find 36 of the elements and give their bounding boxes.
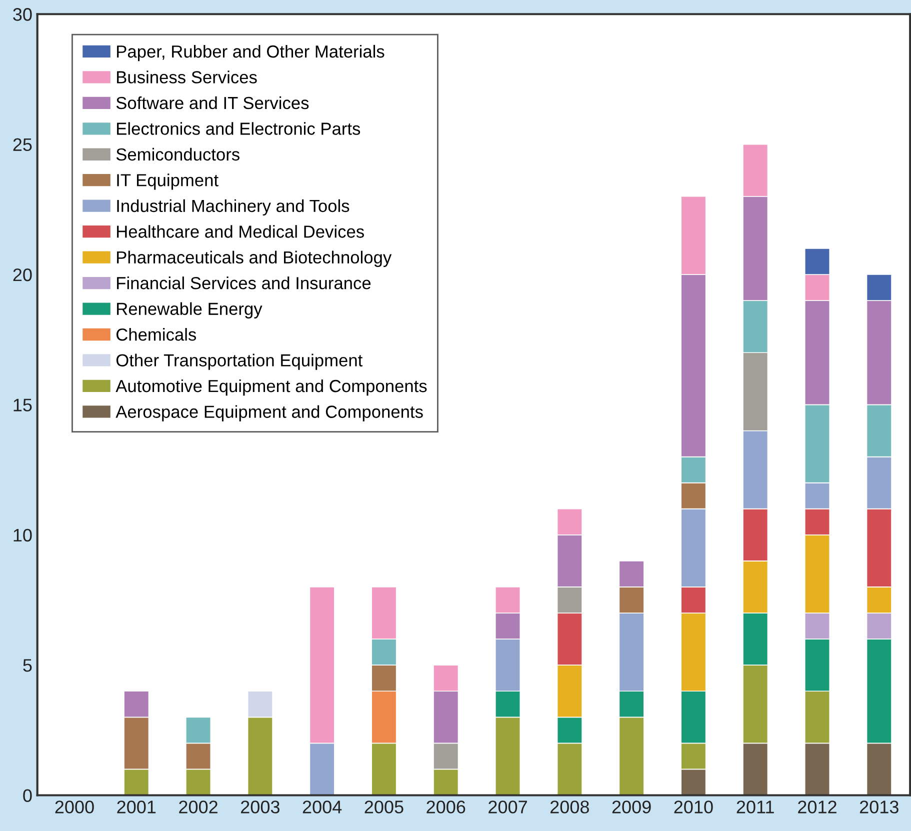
x-tick-label: 2012: [798, 800, 836, 814]
y-tick-label: 15: [14, 398, 32, 412]
x-tick-label: 2003: [241, 800, 280, 814]
legend-label: Automotive Equipment and Components: [116, 379, 427, 396]
x-tick-label: 2001: [117, 800, 156, 814]
legend-label: Chemicals: [116, 328, 196, 341]
x-tick-label: 2009: [612, 800, 651, 814]
legend-label: Renewable Energy: [117, 302, 262, 318]
y-tick-label: 10: [14, 528, 32, 542]
legend-label: Financial Services and Insurance: [117, 276, 371, 290]
legend-label: Business Services: [117, 70, 257, 84]
x-tick-label: 2010: [674, 800, 713, 814]
x-tick-label: 2002: [179, 800, 218, 814]
x-tick-label: 2000: [55, 800, 94, 814]
x-tick-label: 2013: [860, 800, 898, 814]
y-tick-label: 0: [23, 789, 32, 802]
x-tick-label: 2008: [550, 800, 589, 814]
y-tick-label: 5: [23, 659, 32, 672]
x-tick-label: 2006: [426, 800, 466, 814]
legend-label: Electronics and Electronic Parts: [117, 122, 360, 135]
legend-label: Industrial Machinery and Tools: [117, 199, 350, 216]
legend-label: Software and IT Services: [116, 96, 309, 110]
legend-label: Pharmaceuticals and Biotechnology: [117, 250, 392, 267]
x-tick-label: 2007: [488, 800, 527, 814]
legend-label: Semiconductors: [116, 148, 240, 161]
x-tick-label: 2004: [302, 800, 342, 814]
y-tick-label: 20: [13, 268, 32, 282]
y-tick-label: 25: [13, 138, 32, 152]
legend-label: Paper, Rubber and Other Materials: [117, 44, 384, 62]
legend-label: IT Equipment: [117, 174, 218, 190]
y-tick-label: 30: [13, 8, 32, 21]
legend-label: Aerospace Equipment and Components: [116, 405, 423, 422]
x-tick-label: 2011: [736, 800, 774, 814]
legend-label: Healthcare and Medical Devices: [117, 225, 364, 238]
legend-label: Other Transportation Equipment: [116, 354, 363, 370]
x-tick-label: 2005: [364, 800, 404, 814]
